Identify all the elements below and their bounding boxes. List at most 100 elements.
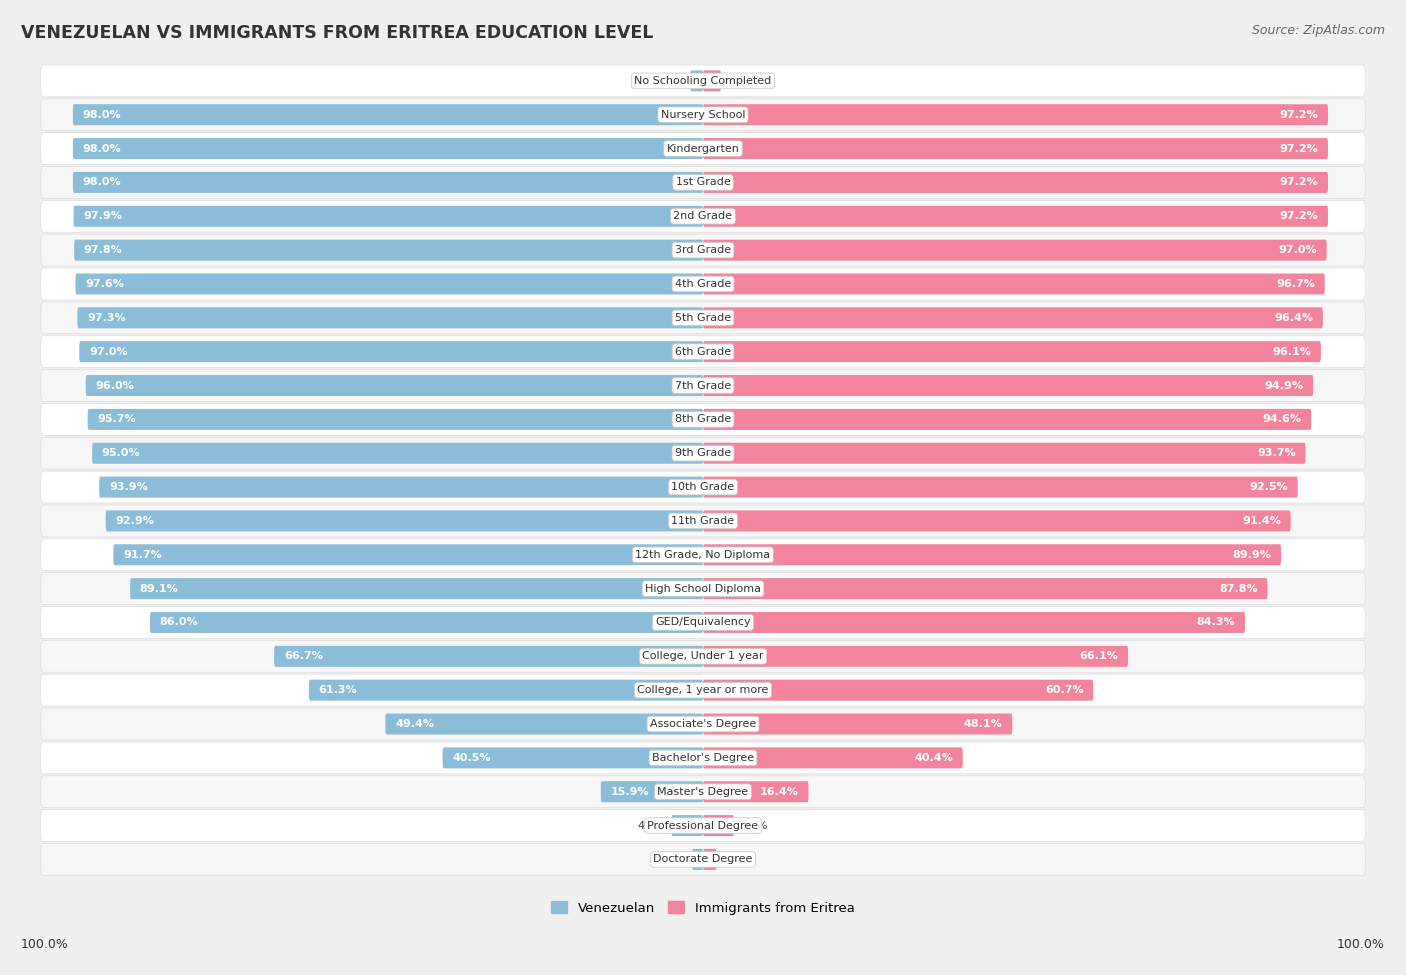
- FancyBboxPatch shape: [703, 748, 963, 768]
- Text: 1.7%: 1.7%: [658, 854, 688, 865]
- Text: 96.1%: 96.1%: [1272, 347, 1312, 357]
- FancyBboxPatch shape: [703, 443, 1306, 464]
- Text: 10th Grade: 10th Grade: [672, 482, 734, 492]
- Text: Bachelor's Degree: Bachelor's Degree: [652, 753, 754, 762]
- FancyBboxPatch shape: [150, 612, 703, 633]
- Text: 97.2%: 97.2%: [1279, 110, 1319, 120]
- Text: 97.8%: 97.8%: [84, 245, 122, 255]
- Text: 89.9%: 89.9%: [1233, 550, 1271, 560]
- FancyBboxPatch shape: [75, 240, 703, 260]
- Text: High School Diploma: High School Diploma: [645, 584, 761, 594]
- FancyBboxPatch shape: [41, 572, 1365, 604]
- Text: 11th Grade: 11th Grade: [672, 516, 734, 526]
- FancyBboxPatch shape: [41, 776, 1365, 807]
- FancyBboxPatch shape: [41, 302, 1365, 333]
- FancyBboxPatch shape: [703, 612, 1246, 633]
- FancyBboxPatch shape: [690, 70, 703, 92]
- FancyBboxPatch shape: [41, 201, 1365, 232]
- Text: 97.2%: 97.2%: [1279, 143, 1319, 154]
- Text: Kindergarten: Kindergarten: [666, 143, 740, 154]
- Text: 61.3%: 61.3%: [319, 685, 357, 695]
- Text: 93.7%: 93.7%: [1257, 448, 1296, 458]
- Text: College, Under 1 year: College, Under 1 year: [643, 651, 763, 661]
- Text: 84.3%: 84.3%: [1197, 617, 1236, 628]
- Text: 100.0%: 100.0%: [1337, 938, 1385, 951]
- FancyBboxPatch shape: [692, 849, 703, 870]
- FancyBboxPatch shape: [703, 375, 1313, 396]
- Text: 91.4%: 91.4%: [1241, 516, 1281, 526]
- Text: 16.4%: 16.4%: [759, 787, 799, 797]
- Text: 97.2%: 97.2%: [1279, 212, 1319, 221]
- FancyBboxPatch shape: [131, 578, 703, 599]
- Text: Nursery School: Nursery School: [661, 110, 745, 120]
- FancyBboxPatch shape: [41, 606, 1365, 639]
- FancyBboxPatch shape: [385, 714, 703, 734]
- Text: 98.0%: 98.0%: [83, 143, 121, 154]
- Text: 96.7%: 96.7%: [1277, 279, 1315, 289]
- Text: 98.0%: 98.0%: [83, 110, 121, 120]
- Text: 8th Grade: 8th Grade: [675, 414, 731, 424]
- Text: 91.7%: 91.7%: [122, 550, 162, 560]
- Text: 60.7%: 60.7%: [1045, 685, 1084, 695]
- FancyBboxPatch shape: [703, 511, 1291, 531]
- Text: 40.5%: 40.5%: [453, 753, 491, 762]
- FancyBboxPatch shape: [41, 809, 1365, 841]
- Text: VENEZUELAN VS IMMIGRANTS FROM ERITREA EDUCATION LEVEL: VENEZUELAN VS IMMIGRANTS FROM ERITREA ED…: [21, 24, 654, 42]
- FancyBboxPatch shape: [703, 70, 721, 92]
- Text: 89.1%: 89.1%: [139, 584, 179, 594]
- FancyBboxPatch shape: [86, 375, 703, 396]
- Text: 12th Grade, No Diploma: 12th Grade, No Diploma: [636, 550, 770, 560]
- FancyBboxPatch shape: [703, 477, 1298, 497]
- Text: 94.6%: 94.6%: [1263, 414, 1302, 424]
- Text: 7th Grade: 7th Grade: [675, 380, 731, 391]
- Text: No Schooling Completed: No Schooling Completed: [634, 76, 772, 86]
- Text: 93.9%: 93.9%: [108, 482, 148, 492]
- Text: Professional Degree: Professional Degree: [647, 821, 759, 831]
- FancyBboxPatch shape: [703, 544, 1281, 566]
- FancyBboxPatch shape: [41, 742, 1365, 774]
- FancyBboxPatch shape: [703, 815, 734, 837]
- Text: 86.0%: 86.0%: [160, 617, 198, 628]
- FancyBboxPatch shape: [703, 409, 1312, 430]
- Text: 66.7%: 66.7%: [284, 651, 322, 661]
- FancyBboxPatch shape: [41, 471, 1365, 503]
- FancyBboxPatch shape: [41, 98, 1365, 131]
- FancyBboxPatch shape: [41, 167, 1365, 198]
- FancyBboxPatch shape: [41, 843, 1365, 876]
- Text: Source: ZipAtlas.com: Source: ZipAtlas.com: [1251, 24, 1385, 37]
- FancyBboxPatch shape: [703, 849, 717, 870]
- FancyBboxPatch shape: [703, 240, 1327, 260]
- Text: 96.4%: 96.4%: [1274, 313, 1313, 323]
- FancyBboxPatch shape: [703, 714, 1012, 734]
- FancyBboxPatch shape: [703, 307, 1323, 329]
- Text: 15.9%: 15.9%: [610, 787, 650, 797]
- Text: College, 1 year or more: College, 1 year or more: [637, 685, 769, 695]
- Text: 97.0%: 97.0%: [89, 347, 128, 357]
- FancyBboxPatch shape: [114, 544, 703, 566]
- FancyBboxPatch shape: [41, 675, 1365, 706]
- Text: 4.9%: 4.9%: [638, 821, 666, 831]
- FancyBboxPatch shape: [309, 680, 703, 701]
- FancyBboxPatch shape: [443, 748, 703, 768]
- FancyBboxPatch shape: [79, 341, 703, 362]
- FancyBboxPatch shape: [87, 409, 703, 430]
- FancyBboxPatch shape: [41, 234, 1365, 266]
- Legend: Venezuelan, Immigrants from Eritrea: Venezuelan, Immigrants from Eritrea: [546, 896, 860, 920]
- FancyBboxPatch shape: [73, 206, 703, 227]
- Text: 1st Grade: 1st Grade: [676, 177, 730, 187]
- Text: 92.9%: 92.9%: [115, 516, 155, 526]
- Text: 94.9%: 94.9%: [1264, 380, 1303, 391]
- Text: 97.3%: 97.3%: [87, 313, 125, 323]
- FancyBboxPatch shape: [703, 578, 1268, 599]
- Text: 2nd Grade: 2nd Grade: [673, 212, 733, 221]
- Text: 87.8%: 87.8%: [1219, 584, 1258, 594]
- Text: 4th Grade: 4th Grade: [675, 279, 731, 289]
- Text: Associate's Degree: Associate's Degree: [650, 719, 756, 729]
- FancyBboxPatch shape: [41, 505, 1365, 537]
- Text: 95.7%: 95.7%: [97, 414, 136, 424]
- Text: 2.8%: 2.8%: [725, 76, 755, 86]
- FancyBboxPatch shape: [105, 511, 703, 531]
- FancyBboxPatch shape: [703, 104, 1329, 125]
- Text: 48.1%: 48.1%: [965, 719, 1002, 729]
- Text: 66.1%: 66.1%: [1080, 651, 1118, 661]
